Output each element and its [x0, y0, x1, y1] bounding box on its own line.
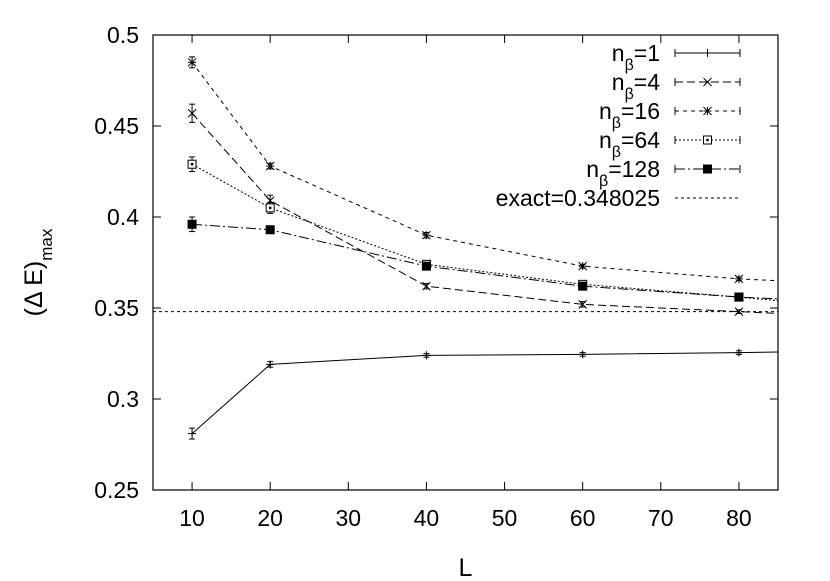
data-point	[422, 230, 431, 240]
data-point	[188, 429, 197, 438]
x-tick-label: 40	[414, 505, 440, 531]
x-tick-label: 60	[570, 505, 596, 531]
data-point	[266, 360, 275, 369]
series-line	[191, 351, 779, 434]
x-tick-label: 10	[179, 505, 205, 531]
legend-entry: nβ=4	[612, 69, 741, 103]
y-tick-label: 0.45	[94, 113, 139, 139]
x-tick-label: 80	[726, 505, 752, 531]
y-axis-title-sub: max	[37, 228, 56, 261]
y-axis-title-main: (Δ E)	[20, 261, 48, 317]
series-line	[191, 163, 779, 302]
data-point	[187, 219, 197, 229]
data-point	[578, 281, 588, 291]
data-point	[578, 261, 588, 271]
x-tick-label: 20	[257, 505, 283, 531]
legend-entry: nβ=16	[599, 98, 741, 132]
data-point	[265, 196, 275, 205]
data-point	[734, 274, 744, 284]
legend-label: nβ=1	[612, 40, 660, 74]
series-line	[191, 61, 779, 282]
legend-marker	[703, 106, 712, 116]
data-point	[187, 159, 197, 169]
legend-label: nβ=4	[612, 69, 660, 103]
legend-label: nβ=64	[599, 127, 660, 161]
data-point	[421, 261, 431, 271]
x-axis-ticks: 10 20 30 40 50 60 70 80	[179, 35, 752, 531]
data-point	[734, 292, 744, 302]
y-tick-label: 0.3	[107, 386, 139, 412]
data-point	[578, 300, 588, 309]
data-point	[265, 225, 275, 235]
y-tick-label: 0.35	[94, 295, 139, 321]
y-axis-ticks: 0.25 0.3 0.35 0.4 0.45 0.5	[94, 22, 778, 503]
series-3	[187, 56, 779, 284]
legend-entry: nβ=64	[599, 127, 741, 161]
legend-label: nβ=128	[586, 156, 660, 190]
y-tick-label: 0.25	[94, 477, 139, 503]
legend-label: exact=0.348025	[496, 185, 660, 211]
data-point	[187, 108, 197, 118]
series-4	[187, 156, 779, 302]
x-tick-label: 30	[336, 505, 362, 531]
data-point	[265, 161, 275, 171]
series-layer	[187, 56, 779, 440]
plot-frame	[152, 34, 779, 491]
legend-entry: exact=0.348025	[496, 185, 740, 211]
x-axis-title: L	[459, 554, 473, 581]
data-point	[578, 350, 587, 359]
legend-entry: nβ=128	[586, 156, 741, 190]
x-tick-label: 50	[492, 505, 518, 531]
y-tick-label: 0.4	[107, 204, 139, 230]
x-tick-label: 70	[648, 505, 674, 531]
legend-marker	[703, 49, 712, 57]
data-point	[734, 307, 744, 316]
data-point	[187, 57, 197, 67]
legend-marker	[703, 77, 712, 87]
series-line	[191, 112, 779, 314]
data-point	[422, 351, 431, 360]
legend-entry: nβ=1	[612, 40, 741, 74]
series-5	[187, 216, 779, 302]
y-tick-label: 0.5	[107, 22, 139, 48]
y-axis-title: (Δ E)max	[20, 228, 56, 316]
data-point	[265, 203, 275, 213]
legend-marker	[703, 135, 712, 145]
legend-marker	[703, 164, 712, 174]
series-1	[188, 348, 779, 440]
series-2	[187, 103, 779, 316]
legend-label: nβ=16	[599, 98, 660, 132]
data-point	[734, 348, 743, 357]
series-line	[192, 223, 779, 300]
data-point	[422, 281, 431, 291]
